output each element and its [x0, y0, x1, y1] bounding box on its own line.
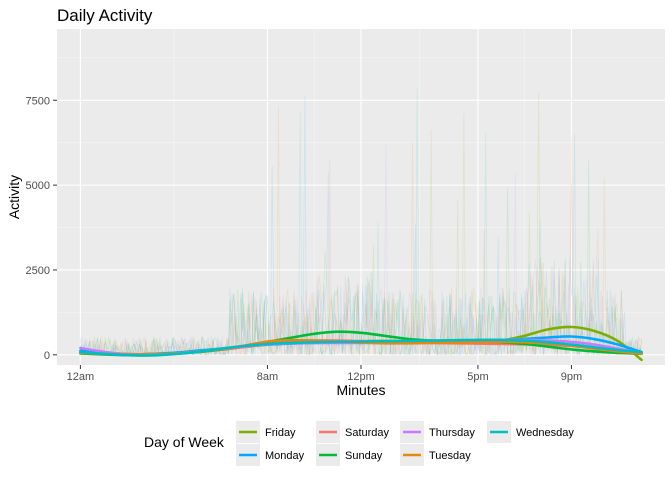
y-tick-label: 2500: [26, 265, 50, 277]
legend: Friday Monday Saturday Sunday Thursday Tuesda…: [236, 421, 574, 466]
x-tick-label: 12am: [67, 371, 95, 383]
chart-title: Daily Activity: [57, 6, 153, 25]
legend-label-saturday: Saturday: [345, 427, 390, 439]
legend-label-wednesday: Wednesday: [516, 427, 574, 439]
legend-label-monday: Monday: [265, 450, 305, 462]
smoothed-series-lines: [79, 325, 643, 362]
x-tick-labels: 12am 8am 12pm 5pm 9pm: [67, 371, 583, 383]
x-axis-label: Minutes: [336, 382, 385, 398]
x-tick-label: 5pm: [467, 371, 488, 383]
y-tick-label: 0: [44, 350, 50, 362]
legend-label-sunday: Sunday: [345, 450, 383, 462]
series-line-wednesday: [79, 338, 643, 357]
raw-trace-friday: [80, 90, 642, 357]
legend-label-thursday: Thursday: [429, 427, 475, 439]
y-axis-label: Activity: [6, 175, 22, 219]
y-tick-labels: 0 2500 5000 7500: [26, 95, 50, 362]
raw-trace-thursday: [80, 144, 642, 357]
x-tick-label: 12pm: [347, 371, 375, 383]
legend-title: Day of Week: [144, 434, 225, 450]
axis-ticks: [53, 99, 572, 369]
raw-trace-sunday: [80, 160, 642, 357]
y-tick-label: 5000: [26, 180, 50, 192]
legend-label-friday: Friday: [265, 427, 296, 439]
y-tick-label: 7500: [26, 95, 50, 107]
x-tick-label: 9pm: [561, 371, 582, 383]
x-tick-label: 8am: [257, 371, 278, 383]
legend-label-tuesday: Tuesday: [429, 450, 471, 462]
